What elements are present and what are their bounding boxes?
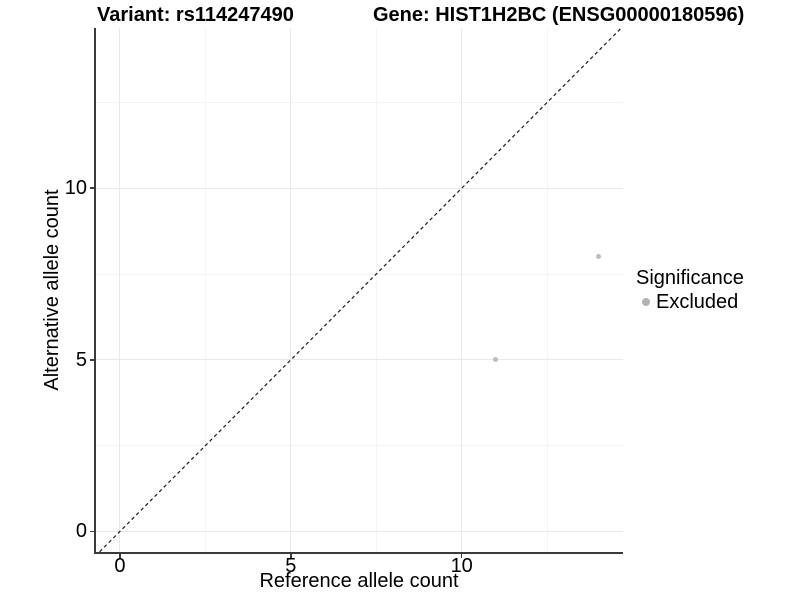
data-point [493, 357, 499, 363]
y-axis-title: Alternative allele count [41, 189, 63, 391]
gridline-x-major [290, 28, 292, 553]
gene-title: Gene: HIST1H2BC (ENSG00000180596) [373, 4, 745, 26]
y-tick-label: 5 [75, 348, 87, 371]
excluded-point-icon [642, 298, 650, 306]
y-tick-label: 10 [64, 177, 87, 200]
x-tick-label: 5 [285, 555, 297, 577]
gridline-x-minor [375, 28, 377, 553]
y-tick-mark [89, 187, 94, 189]
gridline-y-minor [95, 273, 623, 275]
legend-title: Significance [636, 267, 744, 289]
gridline-y-minor [95, 101, 623, 103]
y-tick-label: 0 [75, 520, 87, 543]
legend-item-excluded: Excluded [636, 290, 744, 314]
x-tick-mark [460, 553, 463, 558]
legend: Significance Excluded [636, 266, 744, 314]
legend-item-label: Excluded [656, 291, 739, 313]
gridline-x-minor [546, 28, 548, 553]
x-tick-label: 10 [450, 555, 473, 577]
x-axis-line [94, 552, 623, 554]
x-tick-mark [119, 553, 121, 558]
y-tick-mark [89, 530, 94, 533]
plot-panel [95, 28, 623, 553]
y-axis-line [94, 28, 96, 554]
x-tick-label: 0 [114, 555, 126, 577]
y-tick-mark [89, 359, 94, 361]
data-point [595, 254, 601, 260]
variant-title: Variant: rs114247490 [97, 4, 294, 26]
x-axis-title: Reference allele count [259, 570, 459, 592]
gridline-x-major [461, 28, 463, 553]
x-tick-mark [290, 553, 292, 558]
gridline-y-major [95, 187, 623, 189]
gridline-y-minor [95, 445, 623, 447]
identity-line [97, 28, 622, 553]
gridline-x-minor [204, 28, 206, 553]
gridline-y-major [95, 530, 623, 532]
gridline-y-major [95, 359, 623, 361]
gridline-x-major [119, 28, 121, 553]
